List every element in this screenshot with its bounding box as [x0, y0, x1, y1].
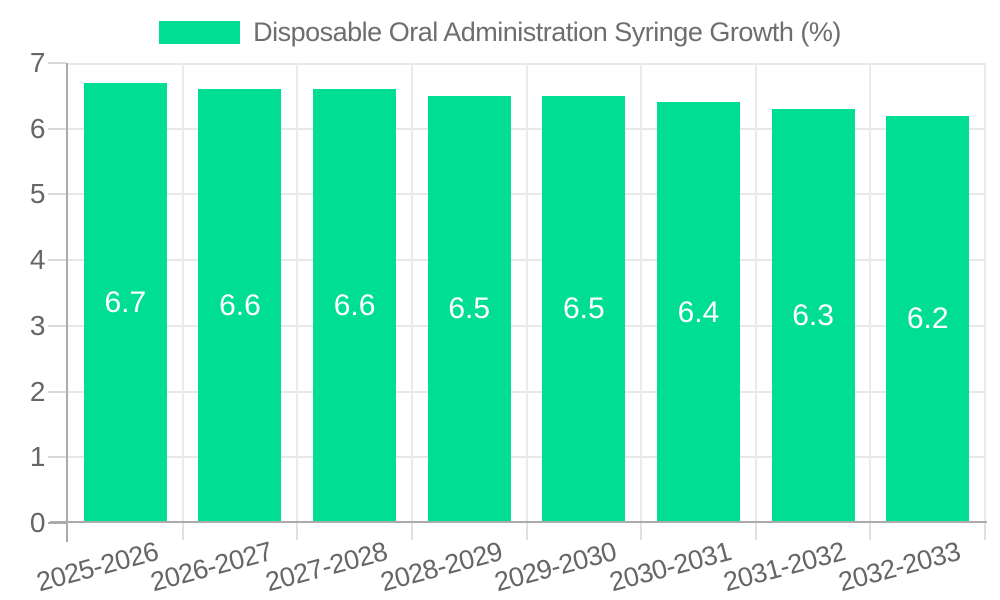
x-axis-category-label: 2030-2031 — [606, 536, 735, 598]
x-gridline — [181, 63, 184, 523]
x-axis-line — [50, 521, 987, 523]
y-axis-line — [66, 63, 68, 542]
y-axis-tick-label: 7 — [29, 47, 46, 78]
x-axis-tick — [640, 523, 643, 540]
y-axis-tick-label: 5 — [29, 178, 46, 210]
bar[interactable] — [313, 89, 397, 521]
x-axis-category-label: 2029-2030 — [491, 536, 620, 598]
bar-value-label: 6.6 — [219, 289, 261, 323]
bar-value-label: 6.6 — [333, 289, 376, 323]
bar-value-label: 6.7 — [104, 285, 147, 319]
x-axis-tick — [984, 523, 986, 540]
y-axis-tick — [48, 456, 66, 459]
x-gridline — [984, 63, 986, 523]
x-gridline — [410, 63, 413, 523]
y-axis-tick — [48, 390, 66, 393]
x-axis-category-label: 2031-2032 — [720, 536, 849, 598]
y-axis-tick-label: 4 — [29, 244, 46, 276]
x-axis-tick — [181, 523, 184, 540]
y-axis-tick-label: 1 — [29, 441, 46, 473]
y-axis-tick-label: 6 — [29, 112, 46, 144]
x-axis-tick — [410, 523, 413, 540]
bar-value-label: 6.5 — [448, 292, 491, 326]
legend-label: Disposable Oral Administration Syringe G… — [253, 17, 841, 47]
x-axis-category-label: 2025-2026 — [32, 536, 162, 598]
bar-value-label: 6.3 — [792, 299, 834, 332]
bar[interactable] — [771, 109, 855, 521]
x-gridline — [869, 63, 872, 523]
plot-area: 0 1 2 3 4 5 6 7 6.7 2025-2026 6.6 2026-2027 6.6 2027-… — [30, 47, 987, 597]
y-axis-tick — [48, 522, 66, 524]
legend[interactable]: Disposable Oral Administration Syringe G… — [0, 17, 1000, 48]
legend-swatch — [159, 21, 241, 44]
y-axis-tick-label: 2 — [29, 375, 46, 407]
y-axis-tick-label: 0 — [29, 507, 46, 538]
y-axis-tick — [48, 324, 66, 327]
bar[interactable] — [656, 102, 740, 521]
x-axis-tick — [296, 523, 299, 540]
bar[interactable] — [427, 95, 511, 521]
y-axis-tick-label: 3 — [29, 309, 46, 341]
x-axis-category-label: 2032-2033 — [835, 536, 964, 598]
x-axis-tick — [754, 523, 757, 540]
y-axis-tick — [48, 193, 66, 196]
x-gridline — [296, 63, 299, 523]
y-axis-tick — [48, 62, 66, 65]
x-axis-tick — [525, 523, 528, 540]
y-axis-tick — [48, 259, 66, 262]
x-gridline — [754, 63, 757, 523]
bar-value-label: 6.4 — [677, 295, 720, 329]
x-axis-category-label: 2028-2029 — [376, 536, 505, 598]
bar-value-label: 6.2 — [906, 302, 949, 336]
bar[interactable] — [83, 82, 167, 521]
bar[interactable] — [542, 95, 626, 521]
x-axis-category-label: 2026-2027 — [147, 536, 276, 598]
x-gridline — [525, 63, 528, 523]
x-gridline — [640, 63, 643, 523]
y-axis-tick — [48, 127, 66, 130]
bar[interactable] — [886, 115, 970, 521]
x-axis-category-label: 2027-2028 — [262, 536, 391, 598]
x-axis-tick — [869, 523, 872, 540]
bar-value-label: 6.5 — [562, 292, 605, 326]
bar[interactable] — [198, 89, 282, 521]
